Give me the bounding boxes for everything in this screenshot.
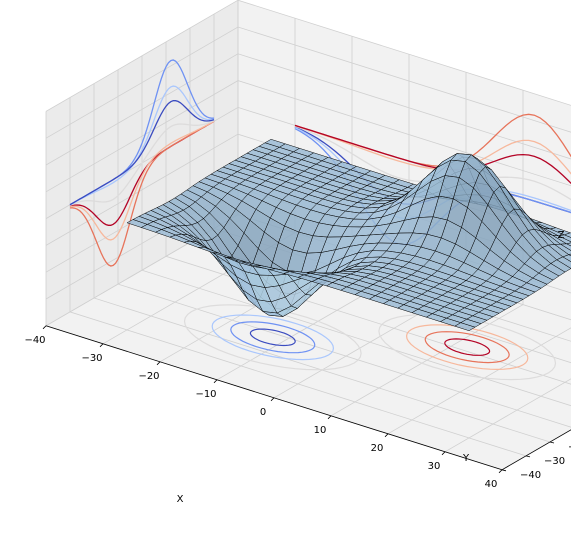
x-tick — [441, 451, 446, 456]
x-tick-label: 20 — [371, 443, 384, 454]
grid-line — [45, 26, 571, 139]
floor-contour — [183, 304, 362, 371]
left-wall-contour — [69, 120, 215, 206]
y-axis-line — [501, 429, 571, 471]
left-wall-contour — [69, 120, 215, 241]
y-axis-label: Y — [462, 453, 470, 464]
x-tick-label: 10 — [314, 425, 327, 436]
y-tick-label: −40 — [520, 470, 541, 481]
x-tick — [384, 433, 389, 438]
left-wall-contour — [69, 100, 215, 206]
tick-labels: −40−30−20−10010203040−40−30−20−100102030… — [24, 335, 571, 490]
left-wall-contour — [70, 120, 215, 267]
x-tick — [42, 325, 47, 330]
floor-contour — [230, 321, 316, 354]
x-tick-label: 30 — [428, 461, 441, 472]
surface-plot — [126, 139, 571, 331]
x-tick-label: −20 — [138, 371, 159, 382]
floor-contour — [424, 331, 510, 364]
grid-line — [444, 378, 571, 453]
surface-patch — [454, 322, 476, 331]
x-axis-label: X — [177, 494, 184, 505]
x-tick — [270, 397, 275, 402]
x-tick — [213, 379, 218, 384]
floor-contour — [211, 314, 335, 361]
axis-lines — [42, 325, 571, 474]
y-tick-label: −30 — [544, 456, 565, 467]
y-tick — [549, 441, 555, 444]
x-tick — [498, 469, 503, 474]
floor-contour — [249, 328, 296, 347]
surface-patch — [563, 232, 571, 238]
x-tick — [156, 361, 161, 366]
floor-contour — [405, 324, 529, 371]
x-tick-label: 40 — [485, 479, 498, 490]
x-tick — [327, 415, 332, 420]
x-tick-label: −10 — [195, 389, 216, 400]
floor-contour — [378, 314, 557, 381]
left-wall-contour — [69, 85, 215, 206]
z-axis-label: Z — [558, 230, 565, 241]
grid-line — [45, 80, 571, 193]
surface-patch — [562, 254, 571, 263]
x-tick-label: −40 — [24, 335, 45, 346]
y-tick — [525, 455, 531, 458]
y-tick — [501, 469, 507, 472]
x-tick-label: 0 — [260, 407, 266, 418]
x-tick — [99, 343, 104, 348]
grid-line — [45, 0, 571, 112]
y-tick-label: −20 — [568, 442, 571, 453]
x-tick-label: −30 — [81, 353, 102, 364]
grid-line — [45, 53, 571, 166]
floor-contour — [444, 338, 491, 356]
grid-line — [387, 327, 571, 435]
